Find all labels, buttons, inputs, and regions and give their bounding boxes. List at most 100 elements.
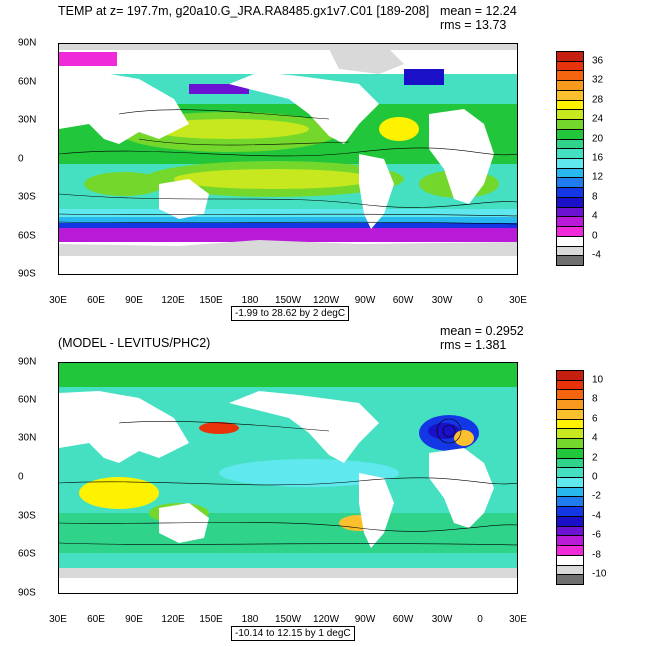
lon-label: 120W xyxy=(312,295,340,306)
lon-label: 150W xyxy=(274,295,302,306)
colorbar-divider xyxy=(556,515,584,517)
colorbar-divider xyxy=(556,545,584,547)
colorbar-divider xyxy=(556,265,584,266)
colorbar-divider xyxy=(556,148,584,150)
lon-label: 150E xyxy=(199,614,223,625)
lon-label: 60E xyxy=(87,614,105,625)
difference-colorbar: 10 8 6 4 2 0 -2 -4 -6 -8 -10 xyxy=(556,370,606,585)
colorbar-label: 24 xyxy=(592,113,604,125)
colorbar-divider xyxy=(556,89,584,91)
colorbar-divider xyxy=(556,187,584,189)
colorbar-label: -8 xyxy=(592,549,601,561)
lat-label: 90N xyxy=(18,37,37,49)
colorbar-swatch xyxy=(556,379,584,390)
colorbar-divider xyxy=(556,574,584,576)
colorbar-label: 28 xyxy=(592,94,604,106)
lon-label: 30W xyxy=(431,295,453,306)
lat-label: 0 xyxy=(18,471,24,483)
colorbar-label: 36 xyxy=(592,55,604,67)
lon-label: 30E xyxy=(509,295,527,306)
colorbar-swatch xyxy=(556,535,584,546)
lat-label: 90S xyxy=(18,268,36,280)
colorbar-swatch xyxy=(556,506,584,516)
lat-label: 90N xyxy=(18,356,37,368)
lat-label: 60S xyxy=(18,548,36,560)
colorbar-divider xyxy=(556,535,584,537)
lon-label: 60W xyxy=(392,295,414,306)
colorbar-label: 6 xyxy=(592,413,598,425)
colorbar-swatch xyxy=(556,477,584,487)
lon-label: 90W xyxy=(354,295,376,306)
colorbar-divider xyxy=(556,216,584,218)
lon-label: 30E xyxy=(49,614,67,625)
lon-label: 120E xyxy=(161,295,185,306)
colorbar-divider xyxy=(556,235,584,237)
colorbar-swatch xyxy=(556,408,584,419)
lon-label: 0 xyxy=(477,614,483,625)
colorbar-swatch xyxy=(556,399,584,409)
colorbar-label: 2 xyxy=(592,452,598,464)
lat-label: 60N xyxy=(18,394,37,406)
colorbar-swatch xyxy=(556,515,584,526)
contour-range-label: -10.14 to 12.15 by 1 degC xyxy=(231,626,355,641)
colorbar-divider xyxy=(556,245,584,247)
lon-label: 180 xyxy=(241,614,259,625)
colorbar-divider xyxy=(556,70,584,72)
colorbar-divider xyxy=(556,119,584,121)
colorbar-divider xyxy=(556,138,584,140)
mean-stat: mean = 0.2952 xyxy=(440,324,524,338)
colorbar-divider xyxy=(556,399,584,401)
colorbar-label: -4 xyxy=(592,510,601,522)
colorbar-swatch xyxy=(556,148,584,158)
colorbar-label: 8 xyxy=(592,191,598,203)
colorbar-divider xyxy=(556,51,584,52)
colorbar-swatch xyxy=(556,545,584,555)
colorbar-swatch xyxy=(556,486,584,497)
colorbar-swatch xyxy=(556,467,584,477)
colorbar-divider xyxy=(556,128,584,130)
colorbar-swatch xyxy=(556,167,584,178)
colorbar-label: -2 xyxy=(592,490,601,502)
colorbar-label: -6 xyxy=(592,529,601,541)
colorbar-swatch xyxy=(556,206,584,217)
colorbar-swatch xyxy=(556,428,584,439)
rms-stat: rms = 13.73 xyxy=(440,18,507,32)
temperature-panel: TEMP at z= 197.7m, g20a10.G_JRA.RA8485.g… xyxy=(0,0,647,321)
lon-label: 30W xyxy=(431,614,453,625)
lon-label: 60E xyxy=(87,295,105,306)
colorbar-divider xyxy=(556,438,584,440)
difference-panel: (MODEL - LEVITUS/PHC2) mean = 0.2952 rms… xyxy=(0,322,647,644)
colorbar-divider xyxy=(556,584,584,585)
lon-label: 150W xyxy=(274,614,302,625)
colorbar-divider xyxy=(556,379,584,381)
colorbar-divider xyxy=(556,389,584,391)
colorbar-divider xyxy=(556,477,584,478)
lon-label: 180 xyxy=(241,295,259,306)
colorbar-swatch xyxy=(556,89,584,100)
colorbar-label: 16 xyxy=(592,152,604,164)
colorbar-swatch xyxy=(556,457,584,468)
lon-label: 90E xyxy=(125,295,143,306)
colorbar-swatch xyxy=(556,370,584,380)
colorbar-swatch xyxy=(556,177,584,188)
colorbar-swatch xyxy=(556,99,584,110)
colorbar-swatch xyxy=(556,235,584,246)
lon-label: 0 xyxy=(477,295,483,306)
rms-stat: rms = 1.381 xyxy=(440,338,507,352)
lon-label: 90W xyxy=(354,614,376,625)
colorbar-divider xyxy=(556,60,584,62)
lat-label: 60N xyxy=(18,76,37,88)
lat-label: 30S xyxy=(18,191,36,203)
colorbar-divider xyxy=(556,457,584,459)
colorbar-swatch xyxy=(556,70,584,81)
colorbar-divider xyxy=(556,109,584,111)
colorbar-label: 0 xyxy=(592,471,598,483)
colorbar-divider xyxy=(556,80,584,82)
lon-label: 60W xyxy=(392,614,414,625)
colorbar-swatch xyxy=(556,496,584,507)
lat-label: 60S xyxy=(18,230,36,242)
colorbar-divider xyxy=(556,506,584,508)
colorbar-swatch xyxy=(556,245,584,256)
colorbar-divider xyxy=(556,486,584,488)
lon-label: 120E xyxy=(161,614,185,625)
